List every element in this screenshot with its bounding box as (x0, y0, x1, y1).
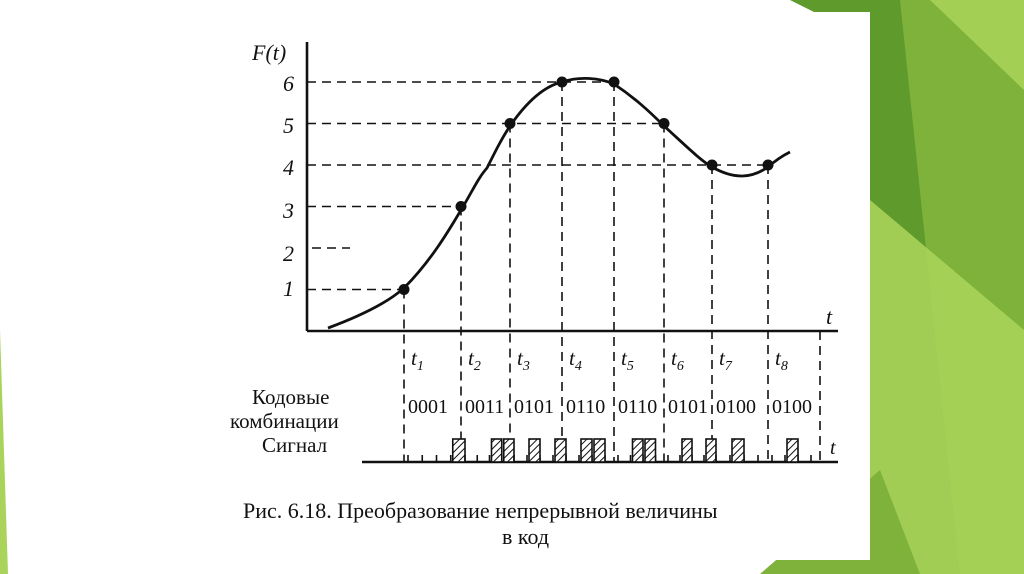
y-tick-5: 5 (283, 113, 294, 138)
caption-line-1: Рис. 6.18. Преобразование непрерывной ве… (243, 498, 718, 523)
code-3: 0101 (514, 396, 554, 418)
code-4: 0110 (566, 396, 605, 418)
sample-label-8: t8 (775, 346, 788, 374)
signal-pulse-3-4 (554, 438, 567, 463)
sample-labels: t1 t2 t3 t4 t5 t6 t7 t8 (411, 346, 788, 374)
code-combinations: 0001 0011 0101 0110 0110 0101 0100 0100 (408, 396, 812, 418)
green-strip-left (0, 330, 8, 574)
sample-points (398, 76, 774, 295)
x-axis-label: t (826, 304, 833, 329)
content-panel (8, 12, 870, 560)
vertical-grid-lines (403, 82, 821, 462)
code-7: 0100 (716, 396, 756, 418)
code-1: 0001 (408, 396, 448, 418)
code-6: 0101 (668, 396, 708, 418)
signal-pulse-6-2 (681, 438, 693, 463)
y-tick-2: 2 (283, 241, 294, 266)
row-label-codes-1: Кодовые (252, 385, 329, 409)
y-tick-4: 4 (283, 155, 294, 180)
signal-pulse-7-2 (731, 438, 745, 463)
signal-pulse-4-3 (593, 438, 606, 463)
sample-label-5: t5 (621, 346, 634, 374)
sample-label-3: t3 (517, 346, 530, 374)
signal-pulse-1-4 (451, 438, 466, 463)
row-label-signal: Сигнал (262, 433, 327, 457)
signal-pulse-2-3 (490, 438, 503, 463)
sample-point-6 (658, 118, 670, 129)
signal-pulse-2-4 (502, 438, 515, 463)
sample-label-7: t7 (719, 346, 733, 374)
signal-pulses (407, 438, 812, 463)
sample-point-4 (556, 76, 568, 88)
code-8: 0100 (772, 396, 812, 418)
y-tick-6: 6 (283, 71, 294, 96)
row-label-codes-2: комбинации (230, 409, 339, 433)
sample-label-4: t4 (569, 346, 582, 374)
y-tick-3: 3 (282, 198, 294, 223)
sample-point-7 (706, 159, 718, 171)
signal-pulse-6-4 (705, 438, 717, 463)
green-triangle-top (930, 0, 1024, 90)
caption-line-2: в код (502, 524, 549, 549)
sample-point-5 (608, 76, 620, 88)
signal-pulse-8-2 (786, 438, 799, 463)
signal-axis-label: t (830, 437, 836, 459)
sample-label-6: t6 (671, 346, 684, 374)
sample-point-3 (504, 118, 516, 129)
code-2: 0011 (465, 396, 504, 418)
signal-pulse-4-2 (580, 438, 593, 463)
horizontal-grid-lines (307, 81, 768, 291)
y-axis-label: F(t) (251, 40, 286, 65)
y-tick-1: 1 (283, 276, 294, 301)
signal-pulse-5-2 (631, 438, 644, 463)
sample-label-1: t1 (411, 346, 424, 374)
sample-point-1 (398, 284, 410, 295)
sample-point-2 (455, 201, 467, 212)
signal-pulse-5-3 (644, 438, 657, 463)
function-curve (327, 77, 791, 330)
sample-point-8 (762, 159, 774, 171)
green-triangle-light (870, 200, 1024, 574)
sample-label-2: t2 (468, 346, 481, 374)
y-tick-labels: 1 2 3 4 5 6 (282, 71, 294, 301)
code-5: 0110 (618, 396, 657, 418)
signal-pulse-3-2 (528, 438, 541, 463)
